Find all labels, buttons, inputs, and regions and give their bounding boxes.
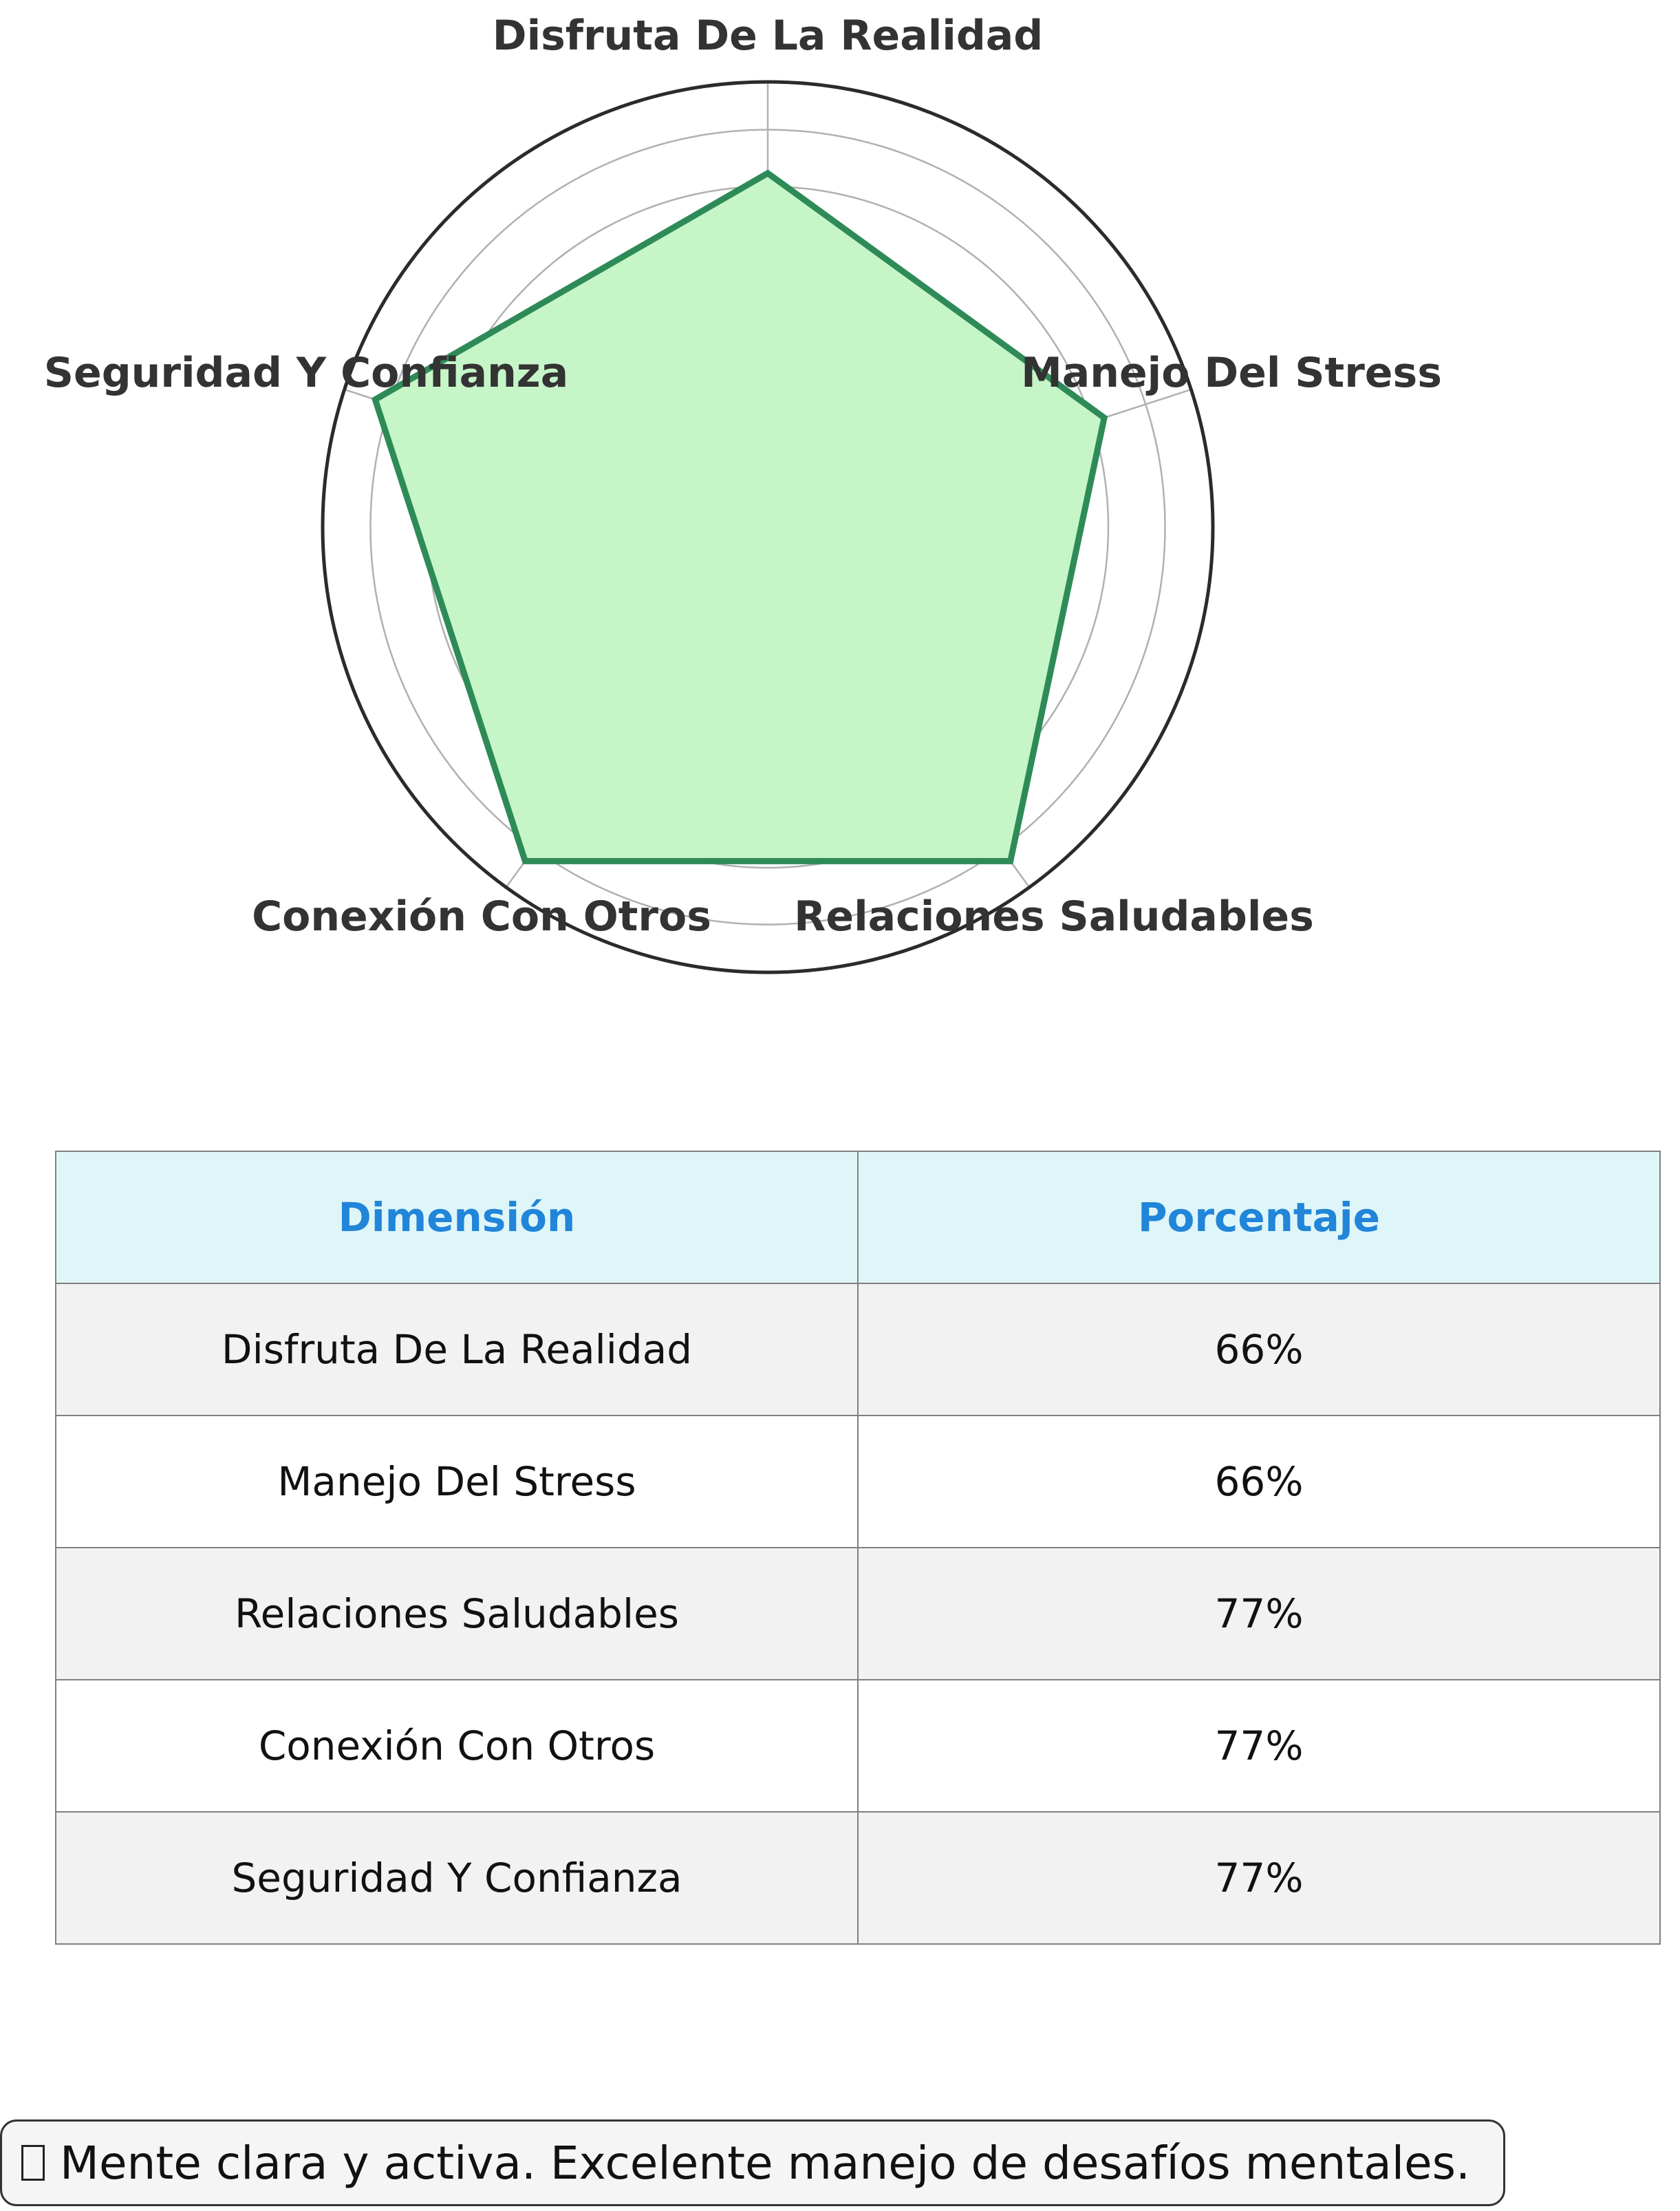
percentage-cell: 66%: [857, 1415, 1661, 1548]
percentage-cell: 77%: [857, 1547, 1661, 1680]
table-row: Relaciones Saludables 77%: [55, 1547, 1661, 1680]
data-point: [1103, 417, 1106, 419]
header-dimension: Dimensión: [55, 1151, 859, 1284]
data-point: [1009, 860, 1011, 862]
dimension-cell: Seguridad Y Confianza: [55, 1811, 859, 1945]
axis-label: Disfruta De La Realidad: [493, 12, 1043, 60]
result-message: Mente clara y activa. Excelente manejo d…: [0, 2119, 1505, 2206]
table-row: Manejo Del Stress 66%: [55, 1415, 1661, 1548]
percentage-cell: 77%: [857, 1811, 1661, 1945]
dimension-cell: Relaciones Saludables: [55, 1547, 859, 1680]
header-percentage: Porcentaje: [857, 1151, 1661, 1284]
data-series-polygon: [371, 169, 1108, 864]
percentage-cell: 66%: [857, 1283, 1661, 1416]
axis-label: Seguridad Y Confianza: [44, 349, 568, 397]
data-point: [374, 398, 376, 400]
table-row: Conexión Con Otros 77%: [55, 1679, 1661, 1813]
radar-chart: Disfruta De La Realidad Manejo Del Stress…: [44, 12, 1442, 974]
axis-label: Conexión Con Otros: [252, 893, 711, 941]
table-row: Seguridad Y Confianza 77%: [55, 1811, 1661, 1945]
axis-label: Relaciones Saludables: [794, 893, 1314, 941]
data-point: [524, 860, 526, 862]
table-header-row: Dimensión Porcentaje: [55, 1151, 1661, 1284]
dimension-cell: Disfruta De La Realidad: [55, 1283, 859, 1416]
dimension-cell: Conexión Con Otros: [55, 1679, 859, 1813]
table-row: Disfruta De La Realidad 66%: [55, 1283, 1661, 1416]
brain-icon: [21, 2145, 45, 2181]
axis-label: Manejo Del Stress: [1021, 349, 1442, 397]
data-point: [767, 172, 768, 174]
dimension-cell: Manejo Del Stress: [55, 1415, 859, 1548]
result-message-text: Mente clara y activa. Excelente manejo d…: [60, 2136, 1470, 2190]
outer-frame: [321, 80, 1215, 974]
results-table: Dimensión Porcentaje Disfruta De La Real…: [55, 1151, 1661, 1945]
percentage-cell: 77%: [857, 1679, 1661, 1813]
